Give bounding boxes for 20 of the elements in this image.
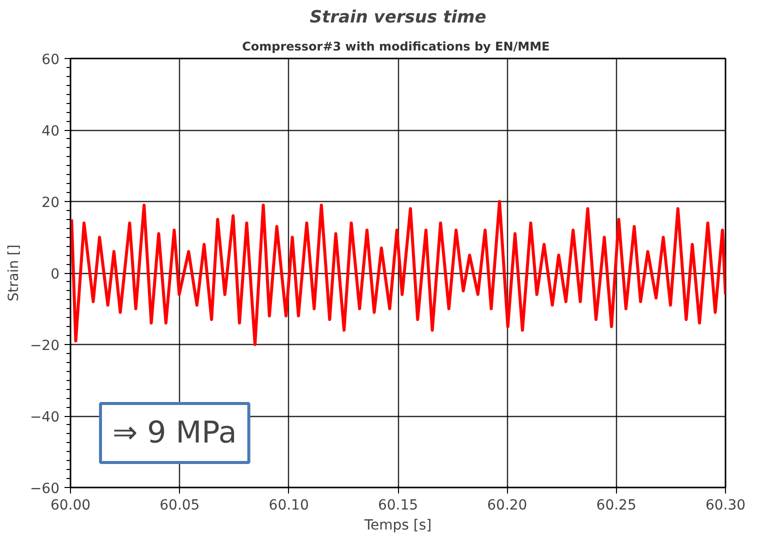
y-tick-label: 60: [42, 52, 60, 68]
x-tick-label: 60.25: [596, 498, 636, 514]
line-series: [70, 200, 726, 346]
y-tick-label: 40: [42, 124, 60, 140]
y-tick-label: −20: [30, 338, 60, 354]
x-tick-label: 60.10: [268, 498, 309, 514]
x-tick-label: 60.30: [705, 498, 746, 514]
chart-subtitle: Compressor#3 with modifications by EN/MME: [242, 40, 550, 54]
chart-title: Strain versus time: [310, 8, 486, 28]
y-tick-label: −60: [30, 481, 60, 497]
x-tick-label: 60.00: [50, 498, 91, 514]
x-tick-label: 60.15: [378, 498, 418, 514]
y-tick-label: −40: [30, 410, 60, 426]
y-tick-label: 0: [50, 266, 60, 282]
x-tick-label: 60.05: [160, 498, 200, 514]
x-axis-title: Temps [s]: [363, 518, 432, 534]
y-tick-label: 20: [42, 195, 60, 211]
x-tick-label: 60.20: [487, 498, 528, 514]
y-axis-title: Strain []: [6, 244, 22, 302]
annotation: ⇒ 9 MPa: [112, 416, 237, 450]
